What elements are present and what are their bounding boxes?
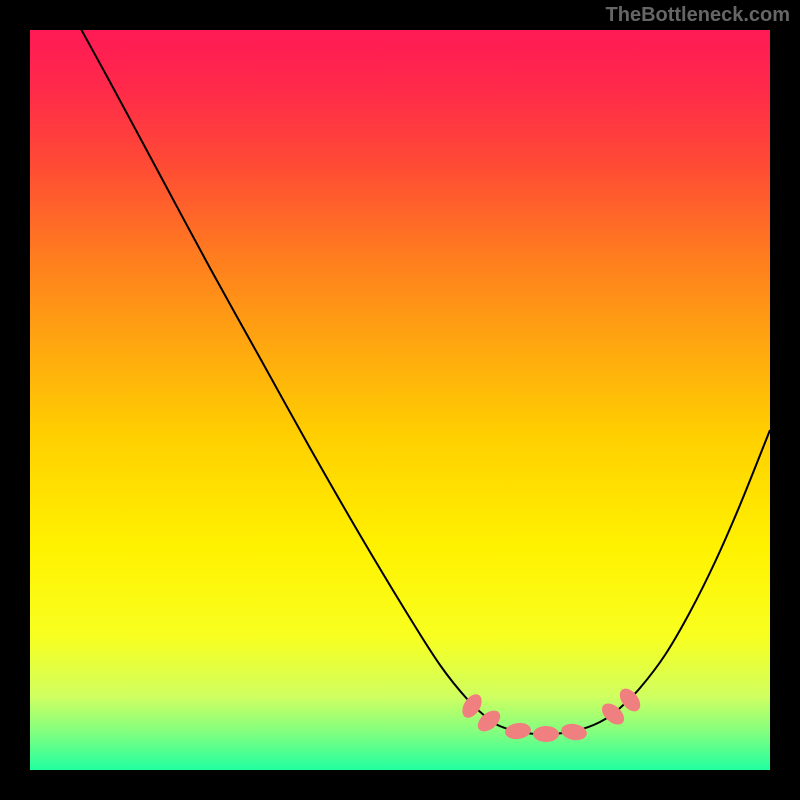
curve-marker: [533, 726, 559, 742]
chart-svg: [0, 0, 800, 800]
watermark-text: TheBottleneck.com: [606, 4, 790, 27]
chart-container: TheBottleneck.com: [0, 0, 800, 800]
